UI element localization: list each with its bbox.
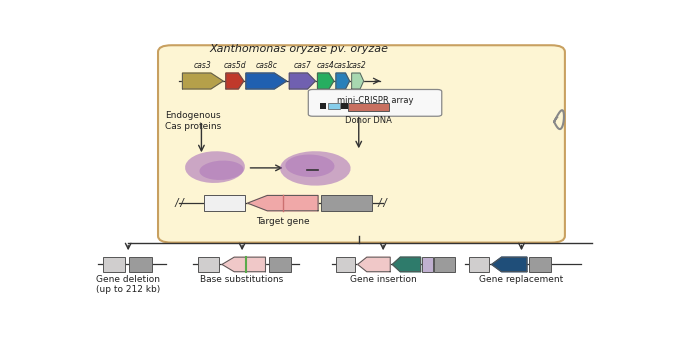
Polygon shape	[491, 257, 527, 272]
Text: cas4: cas4	[317, 61, 335, 70]
Bar	[528, 257, 552, 272]
Polygon shape	[222, 257, 265, 272]
Bar	[336, 257, 355, 272]
Text: cas3: cas3	[194, 61, 211, 70]
Text: Donor DNA: Donor DNA	[345, 116, 392, 125]
Polygon shape	[226, 73, 244, 89]
Bar	[328, 103, 340, 109]
Text: cas1: cas1	[334, 61, 351, 70]
Polygon shape	[248, 195, 318, 211]
Ellipse shape	[280, 151, 351, 186]
Text: Target gene: Target gene	[256, 217, 309, 226]
Bar	[103, 257, 125, 272]
Polygon shape	[318, 73, 334, 89]
Text: Gene deletion
(up to 212 kb): Gene deletion (up to 212 kb)	[96, 275, 160, 294]
Text: Gene insertion: Gene insertion	[350, 275, 416, 284]
Polygon shape	[336, 73, 349, 89]
Polygon shape	[393, 257, 421, 272]
Text: Gene replacement: Gene replacement	[480, 275, 564, 284]
Polygon shape	[246, 73, 286, 89]
Polygon shape	[183, 73, 223, 89]
Ellipse shape	[185, 151, 245, 183]
Ellipse shape	[199, 161, 244, 180]
Bar	[197, 257, 219, 272]
Polygon shape	[351, 73, 363, 89]
FancyBboxPatch shape	[308, 89, 442, 116]
Bar	[433, 257, 455, 272]
Bar	[321, 195, 372, 211]
Polygon shape	[289, 73, 315, 89]
Text: cas8c: cas8c	[256, 61, 277, 70]
Text: //: //	[377, 198, 389, 208]
Text: Endogenous
Cas proteins: Endogenous Cas proteins	[165, 111, 221, 131]
Polygon shape	[358, 257, 390, 272]
Bar	[320, 103, 326, 109]
Bar	[270, 257, 291, 272]
Text: Xanthomonas oryzae pv. oryzae: Xanthomonas oryzae pv. oryzae	[209, 44, 388, 54]
Ellipse shape	[286, 154, 335, 177]
Bar	[348, 103, 388, 111]
Text: cas7: cas7	[293, 61, 312, 70]
Text: cas5d: cas5d	[223, 61, 246, 70]
Text: mini-CRISPR array: mini-CRISPR array	[337, 96, 413, 105]
Bar	[204, 195, 245, 211]
Text: //: //	[174, 198, 186, 208]
Text: Base substitutions: Base substitutions	[200, 275, 284, 284]
Bar	[469, 257, 489, 272]
Text: cas2: cas2	[349, 61, 367, 70]
Bar	[342, 103, 348, 109]
Bar	[130, 257, 152, 272]
FancyBboxPatch shape	[158, 45, 565, 243]
Bar	[421, 257, 433, 272]
